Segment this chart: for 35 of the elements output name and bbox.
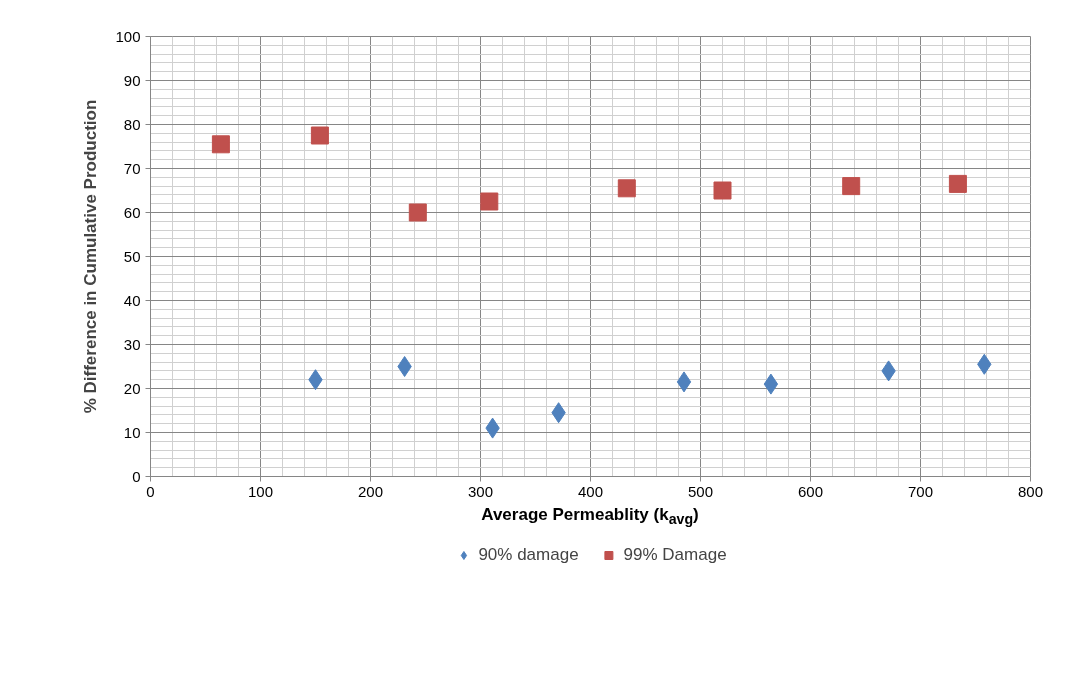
x-tick-label: 600 xyxy=(797,482,824,500)
point xyxy=(408,203,427,222)
y-tick-label: 60 xyxy=(123,203,141,221)
point xyxy=(676,371,692,393)
y-tick-label: 30 xyxy=(123,335,141,353)
x-tick-label: 400 xyxy=(577,482,604,500)
y-tick-label: 50 xyxy=(123,247,141,265)
x-tick-label: 300 xyxy=(467,482,494,500)
x-axis-title: Average Permeablity (k$_{avg}$) xyxy=(481,504,699,530)
point xyxy=(713,181,732,200)
point xyxy=(617,179,636,198)
point xyxy=(763,373,779,395)
x-tick-label: 200 xyxy=(357,482,384,500)
point xyxy=(842,177,861,196)
point xyxy=(310,126,329,145)
point xyxy=(211,135,230,154)
y-axis-title: % Difference in Cumulative Production xyxy=(81,99,101,414)
y-tick-label: 40 xyxy=(123,291,141,309)
point xyxy=(480,192,499,211)
legend-label: 99% Damage xyxy=(623,544,727,565)
x-tick-label: 500 xyxy=(687,482,714,500)
legend-label: 90% damage xyxy=(478,544,579,565)
y-tick-label: 10 xyxy=(123,423,141,441)
y-tick-label: 20 xyxy=(123,379,141,397)
x-tick-label: 0 xyxy=(146,482,155,500)
y-tick-label: 70 xyxy=(123,159,141,177)
x-tick-label: 100 xyxy=(247,482,274,500)
point xyxy=(397,356,412,377)
x-tick-label: 800 xyxy=(1017,482,1044,500)
y-tick-label: 0 xyxy=(132,467,141,485)
y-tick-label: 100 xyxy=(115,27,141,45)
y-tick-label: 80 xyxy=(123,115,141,133)
point xyxy=(948,174,967,193)
y-tick-label: 90 xyxy=(123,71,141,89)
x-tick-label: 700 xyxy=(907,482,934,500)
